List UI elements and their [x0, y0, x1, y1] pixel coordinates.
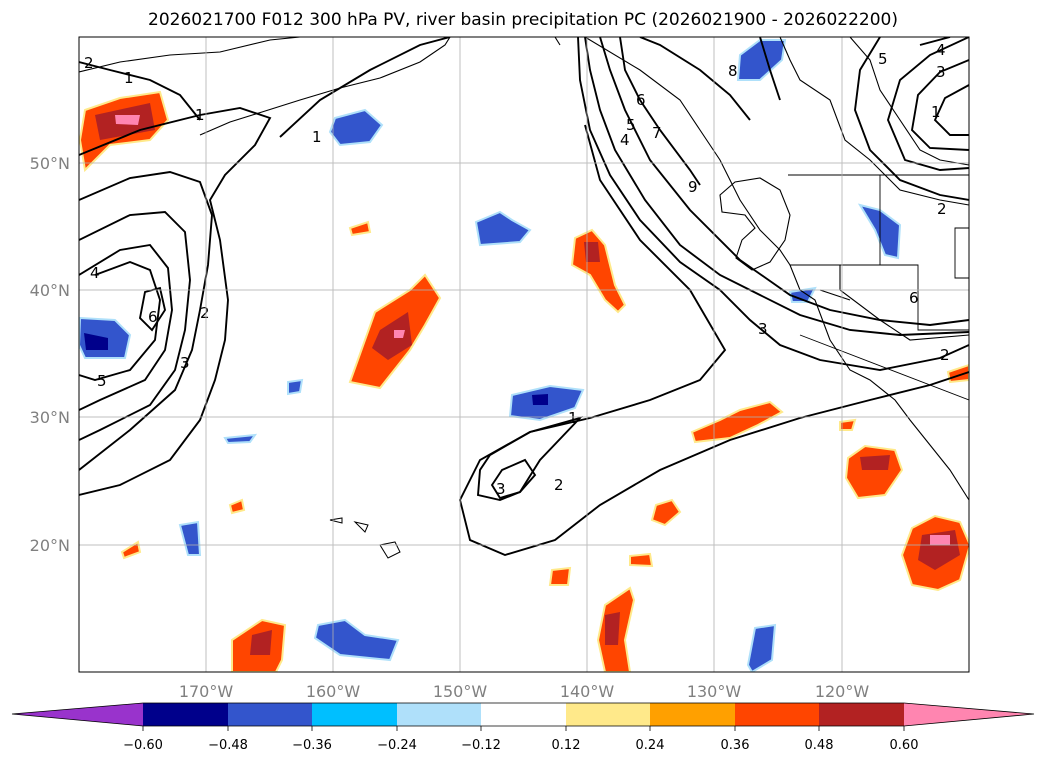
contour-label: 2: [84, 54, 94, 72]
colorbar-tick: −0.12: [461, 738, 501, 753]
contour-label: 3: [496, 480, 506, 498]
colorbar-swatch: [143, 703, 228, 726]
positive-anomaly: [605, 612, 620, 645]
lon-label: 170°W: [179, 682, 234, 701]
negative-anomaly: [532, 394, 548, 405]
contour-label: 2: [937, 200, 947, 218]
contour-label: 5: [878, 50, 888, 68]
positive-anomaly: [548, 566, 572, 586]
contour-label: 1: [931, 103, 941, 121]
graticule: [79, 37, 969, 672]
map-frame: [78, 36, 970, 673]
lon-label: 150°W: [433, 682, 488, 701]
negative-anomaly: [746, 623, 777, 672]
negative-anomaly: [84, 333, 108, 350]
colorbar-tick: −0.60: [123, 738, 163, 753]
colorbar-swatch: [481, 703, 566, 726]
map-panel: 2 1 1 1 4 6 2 3 5 5 4 6 7 8 9 5 4 3 1 2 …: [79, 37, 969, 672]
contour-label: 5: [626, 116, 636, 134]
political-borders: [788, 174, 969, 401]
contour-label: 1: [312, 128, 322, 146]
positive-anomaly: [839, 418, 857, 431]
contour-label: 8: [728, 62, 738, 80]
lon-label: 130°W: [687, 682, 742, 701]
positive-anomaly: [250, 630, 272, 655]
colorbar-tick: −0.36: [292, 738, 332, 753]
lon-label: 140°W: [560, 682, 615, 701]
contour-label: 1: [195, 106, 205, 124]
colorbar: −0.60 −0.48 −0.36 −0.24 −0.12 0.12 0.24 …: [11, 702, 1035, 753]
contour-label: 4: [936, 41, 946, 59]
positive-anomaly: [650, 498, 682, 527]
contour-label: 9: [688, 178, 698, 196]
contour-label: 6: [636, 91, 646, 109]
lon-label: 120°W: [815, 682, 870, 701]
contour-label: 3: [936, 63, 946, 81]
positive-anomaly: [860, 455, 890, 470]
latitude-labels: 50°N 40°N 30°N 20°N: [30, 154, 70, 555]
colorbar-swatch: [819, 703, 904, 726]
colorbar-swatch: [228, 703, 312, 726]
negative-anomaly: [474, 210, 532, 247]
positive-anomaly: [584, 242, 600, 262]
colorbar-swatch: [397, 703, 481, 726]
contour-label: 2: [940, 346, 950, 364]
positive-anomaly: [394, 330, 405, 338]
contour-label: 4: [90, 264, 100, 282]
longitude-labels: 170°W 160°W 150°W 140°W 130°W 120°W: [179, 682, 870, 701]
colorbar-extend-high: [904, 703, 1034, 726]
colorbar-tick: 0.24: [636, 738, 665, 753]
contour-labels: 2 1 1 1 4 6 2 3 5 5 4 6 7 8 9 5 4 3 1 2 …: [84, 41, 950, 498]
positive-anomaly: [228, 498, 246, 515]
contour-label: 5: [97, 372, 107, 390]
lat-label: 20°N: [30, 536, 70, 555]
negative-anomaly: [313, 618, 400, 662]
contour-label: 3: [180, 354, 190, 372]
positive-anomaly: [930, 535, 950, 545]
colorbar-tick: 0.12: [552, 738, 581, 753]
positive-anomaly: [348, 220, 372, 237]
colorbar-tick: 0.36: [721, 738, 750, 753]
contour-label: 1: [124, 69, 134, 87]
negative-anomaly: [223, 433, 258, 445]
colorbar-extend-low: [12, 703, 143, 726]
contour-label: 6: [909, 289, 919, 307]
colorbar-tick: −0.48: [208, 738, 248, 753]
colorbar-swatch: [650, 703, 735, 726]
islands: [329, 517, 401, 559]
positive-anomaly: [629, 552, 654, 568]
colorbar-tick: 0.48: [805, 738, 834, 753]
colorbar-swatch: [566, 703, 650, 726]
colorbar-swatch: [735, 703, 819, 726]
lat-label: 40°N: [30, 281, 70, 300]
colorbar-tick: 0.60: [890, 738, 919, 753]
negative-anomaly: [328, 108, 384, 147]
contour-label: 1: [568, 409, 578, 427]
contour-label: 6: [148, 308, 158, 326]
contour-label: 7: [652, 124, 662, 142]
figure-title: 2026021700 F012 300 hPa PV, river basin …: [148, 10, 898, 30]
contour-label: 4: [620, 131, 630, 149]
colorbar-tick: −0.24: [377, 738, 417, 753]
lat-label: 30°N: [30, 408, 70, 427]
contour-label: 2: [200, 304, 210, 322]
lon-label: 160°W: [306, 682, 361, 701]
positive-anomaly: [115, 115, 140, 125]
lat-label: 50°N: [30, 154, 70, 173]
contour-label: 3: [758, 320, 768, 338]
colorbar-swatch: [312, 703, 397, 726]
positive-anomaly: [372, 312, 412, 360]
negative-anomaly: [287, 378, 304, 396]
contour-label: 2: [554, 476, 564, 494]
